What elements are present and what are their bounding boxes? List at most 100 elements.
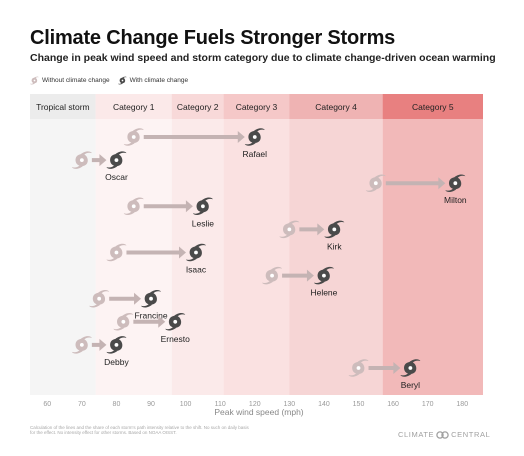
category-bands: Tropical storm Category 1 Category 2 Catego… — [30, 94, 483, 395]
storm-with-icon — [185, 243, 206, 262]
storm-with-icon — [324, 220, 345, 239]
storm-label: Leslie — [192, 218, 214, 228]
storm-without-icon — [348, 359, 369, 377]
band-4 — [289, 94, 383, 395]
chart-subtitle: Change in peak wind speed and storm cate… — [30, 52, 496, 64]
storm-without-icon — [262, 266, 283, 285]
band-label-0: Tropical storm — [36, 102, 90, 112]
storm-without-icon — [113, 313, 134, 331]
x-axis-ticks: 60 70 80 90 100 110 120 130 140 150 160 170 180 — [43, 401, 468, 408]
x-tick-0: 60 — [43, 401, 51, 408]
brand: CLIMATE CENTRAL — [398, 430, 490, 439]
storm-row-beryl: Beryl — [348, 359, 421, 390]
x-tick-2: 80 — [113, 401, 121, 408]
storm-with-icon — [106, 336, 127, 354]
storm-without-icon — [71, 151, 92, 169]
x-tick-1: 70 — [78, 401, 86, 408]
storm-arrow-head — [306, 269, 314, 282]
x-axis-label: Peak wind speed (mph) — [214, 407, 303, 417]
x-tick-7: 130 — [284, 401, 296, 408]
legend: Without climate change With climate chan… — [30, 73, 196, 87]
storm-label: Francine — [134, 311, 167, 321]
storm-row-rafael: Rafael — [123, 128, 267, 159]
storm-without-icon — [279, 220, 300, 239]
legend-item-with: With climate change — [117, 76, 189, 85]
storm-label: Oscar — [105, 172, 128, 182]
storm-with-icon — [445, 174, 466, 192]
storm-row-kirk: Kirk — [279, 220, 345, 251]
storm-label: Milton — [444, 195, 467, 205]
footnote: Calculation of the lines and the share o… — [30, 425, 249, 436]
chart-title: Climate Change Fuels Stronger Storms — [30, 27, 396, 49]
storm-row-debby: Debby — [71, 336, 129, 367]
band-0 — [30, 94, 96, 395]
band-header-4 — [289, 94, 383, 119]
band-1 — [95, 94, 172, 395]
band-label-1: Category 1 — [113, 102, 155, 112]
storm-without-icon — [71, 336, 92, 354]
band-label-2: Category 2 — [177, 102, 219, 112]
storm-label: Debby — [104, 357, 129, 367]
storm-without-icon — [30, 76, 39, 84]
storms: Rafael Oscar Milton Leslie Kirk Isaac Helene Fr… — [71, 128, 467, 390]
storm-with-icon — [117, 76, 127, 84]
storm-label: Kirk — [327, 241, 342, 251]
band-header-0 — [30, 94, 96, 119]
storm-row-milton: Milton — [365, 174, 467, 205]
band-5 — [382, 94, 483, 395]
x-tick-10: 160 — [387, 401, 399, 408]
storm-row-ernesto: Ernesto — [113, 313, 190, 344]
storm-row-isaac: Isaac — [106, 243, 207, 275]
band-label-3: Category 3 — [236, 102, 278, 112]
storm-row-oscar: Oscar — [71, 151, 128, 182]
storm-label: Rafael — [242, 149, 267, 159]
legend-label-without: Without climate change — [42, 76, 110, 84]
x-tick-11: 170 — [422, 401, 434, 408]
band-label-5: Category 5 — [412, 102, 454, 112]
legend-item-without: Without climate change — [30, 76, 110, 85]
storm-label: Beryl — [401, 380, 420, 390]
x-tick-4: 100 — [180, 401, 192, 408]
band-label-4: Category 4 — [315, 102, 357, 112]
storm-with-icon — [244, 128, 265, 146]
band-header-1 — [95, 94, 172, 119]
storm-arrow-head — [99, 338, 107, 351]
storm-arrow-head — [158, 315, 166, 328]
storm-without-icon — [123, 197, 144, 216]
storm-arrow-head — [438, 177, 446, 190]
storm-without-icon — [106, 243, 127, 262]
storm-with-icon — [192, 197, 213, 216]
x-tick-3: 90 — [147, 401, 155, 408]
band-header-5 — [382, 94, 483, 119]
storm-arrow-head — [185, 200, 193, 213]
storm-with-icon — [106, 151, 127, 169]
storm-without-icon — [365, 174, 386, 192]
x-tick-9: 150 — [353, 401, 365, 408]
storm-with-icon — [313, 266, 334, 285]
x-tick-5: 110 — [215, 401, 226, 408]
storm-with-icon — [165, 313, 186, 331]
storm-arrow-head — [99, 154, 107, 167]
brand-left: CLIMATE — [398, 430, 435, 439]
storm-with-icon — [141, 289, 162, 308]
storm-arrow-head — [317, 223, 325, 236]
storm-row-francine: Francine — [89, 289, 168, 321]
storm-label: Ernesto — [161, 334, 191, 344]
storm-row-leslie: Leslie — [123, 197, 214, 228]
x-tick-12: 180 — [456, 401, 468, 408]
band-3 — [223, 94, 290, 395]
band-header-2 — [171, 94, 224, 119]
storm-arrow-head — [237, 131, 245, 143]
legend-label-with: With climate change — [129, 76, 189, 84]
storm-row-helene: Helene — [262, 266, 338, 298]
storm-label: Isaac — [186, 265, 207, 275]
climate-central-logo-icon — [436, 430, 449, 439]
storm-label: Helene — [310, 288, 337, 298]
brand-right: CENTRAL — [451, 430, 491, 439]
band-2 — [171, 94, 224, 395]
x-tick-8: 140 — [318, 401, 330, 408]
storm-without-icon — [89, 289, 110, 308]
storm-arrow-head — [178, 246, 186, 259]
band-header-3 — [223, 94, 290, 119]
